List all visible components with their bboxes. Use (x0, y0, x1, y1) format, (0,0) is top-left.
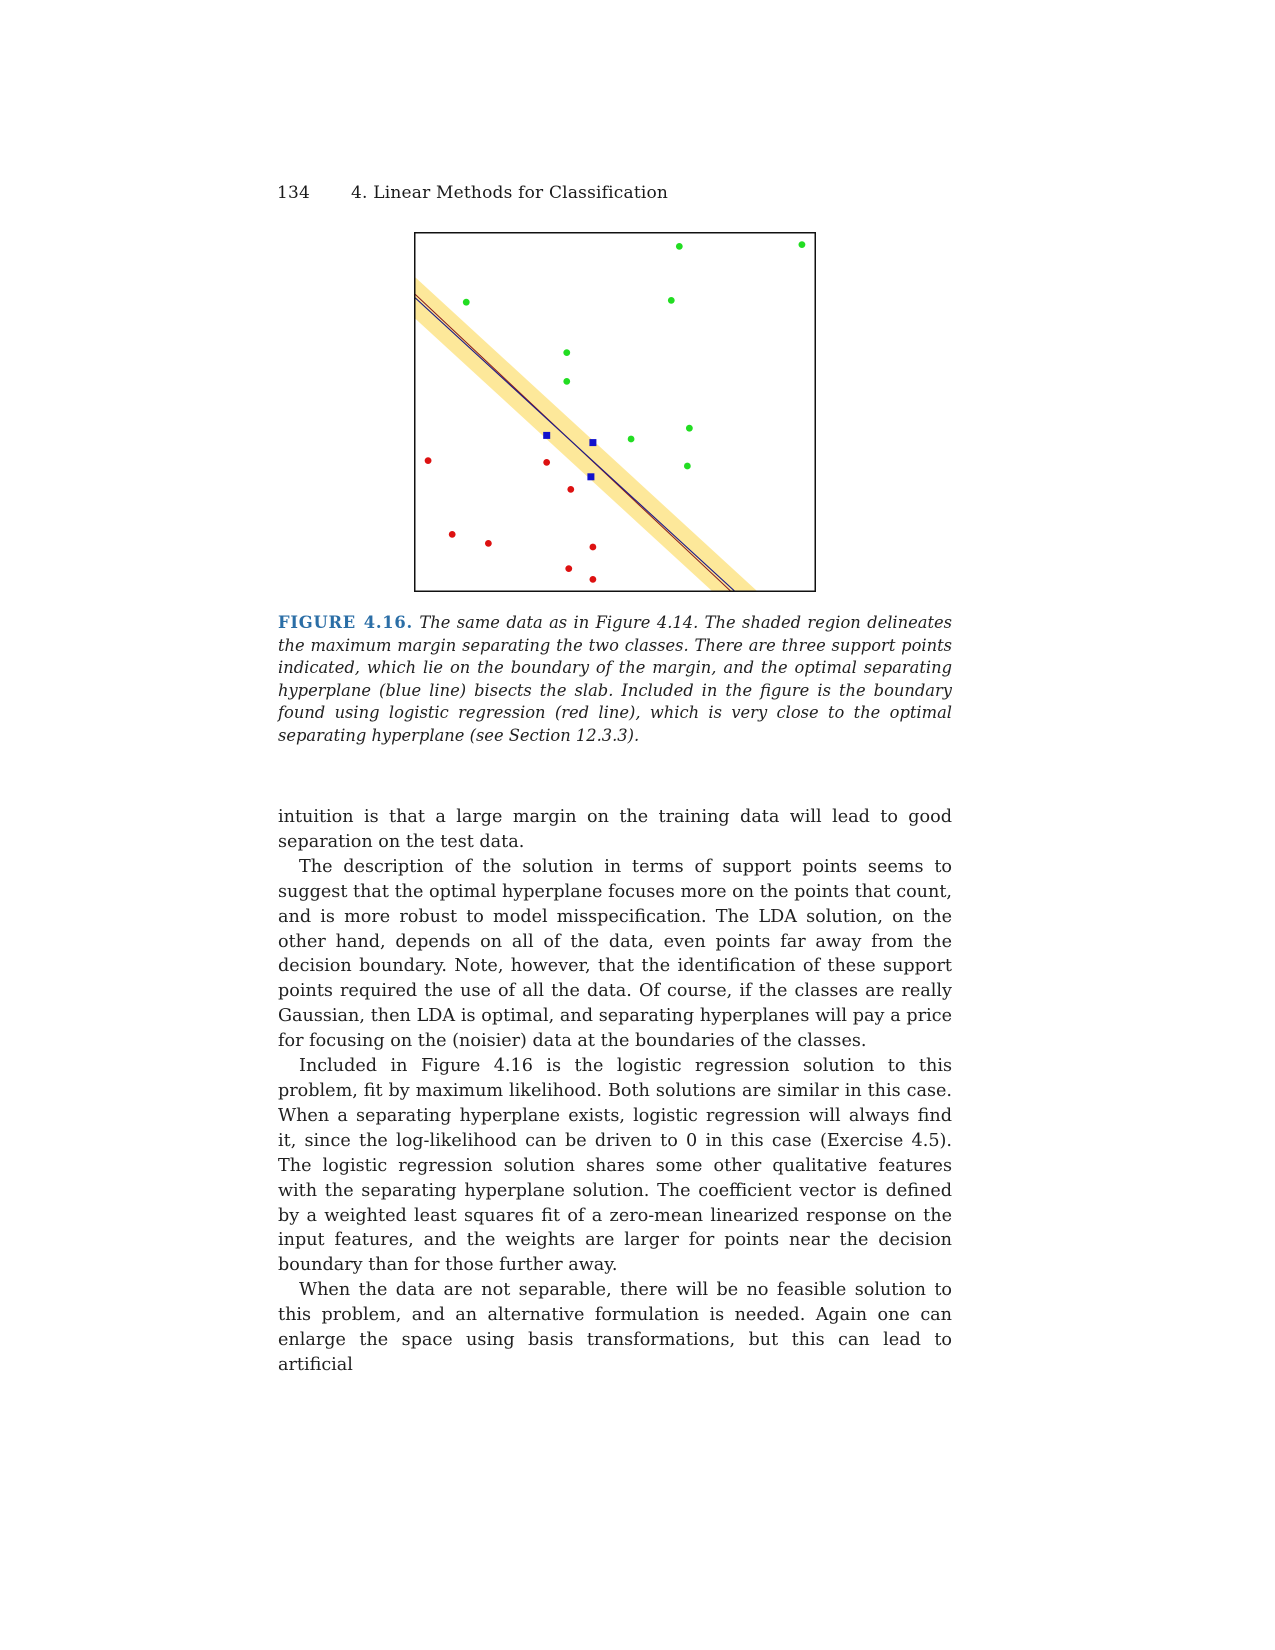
support-point (543, 431, 551, 439)
figure-caption-text: The same data as in Figure 4.14. The sha… (278, 613, 952, 745)
body-text: intuition is that a large margin on the … (278, 805, 952, 1378)
paragraph-1: intuition is that a large margin on the … (278, 807, 952, 852)
running-head: 134 4. Linear Methods for Classification (277, 183, 668, 203)
plot-border (414, 232, 816, 592)
red-point (589, 543, 597, 551)
paragraph-2: The description of the solution in terms… (278, 856, 952, 1052)
support-point (587, 473, 595, 481)
paragraph-3: Included in Figure 4.16 is the logistic … (278, 1056, 952, 1276)
green-point (563, 349, 571, 356)
red-point (543, 459, 551, 466)
page-number: 134 (277, 183, 311, 203)
separating-hyperplane-line (414, 296, 737, 592)
green-point (667, 297, 675, 304)
red-point (565, 565, 573, 572)
green-point (798, 241, 806, 248)
red-point (589, 576, 597, 583)
green-point (685, 424, 693, 432)
red-point (424, 457, 432, 464)
figure-label: FIGURE 4.16. (278, 613, 414, 632)
logistic-regression-line (414, 292, 733, 592)
red-point (484, 540, 492, 547)
support-point (589, 439, 597, 447)
green-point (683, 462, 691, 470)
green-point (675, 243, 683, 250)
margin-slab (414, 276, 759, 592)
figure-4-16 (414, 232, 816, 592)
red-point (567, 486, 575, 493)
figure-caption: FIGURE 4.16. The same data as in Figure … (278, 612, 952, 748)
green-point (627, 435, 635, 443)
green-point (563, 378, 571, 385)
green-point (462, 298, 470, 306)
paragraph-4: When the data are not separable, there w… (278, 1280, 952, 1375)
red-point (448, 531, 456, 538)
chapter-title: 4. Linear Methods for Classification (351, 183, 669, 203)
scatter-plot (414, 232, 816, 592)
